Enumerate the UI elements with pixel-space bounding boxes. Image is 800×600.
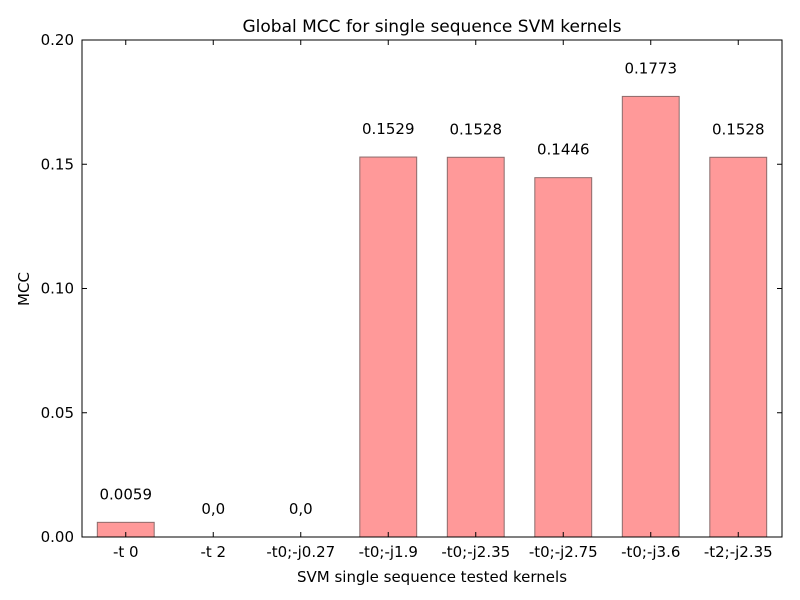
x-tick-label: -t0;-j2.75 <box>529 543 598 561</box>
y-axis: 0.00 0.05 0.10 0.15 0.20 <box>41 31 782 546</box>
x-tick-label: -t0;-j1.9 <box>359 543 418 561</box>
x-tick-label: -t 0 <box>113 543 139 561</box>
data-label: 0,0 <box>289 500 313 518</box>
bar <box>359 156 418 538</box>
x-tick-label: -t2;-j2.35 <box>704 543 773 561</box>
bar <box>534 177 593 538</box>
y-tick-label: 0.15 <box>41 155 74 173</box>
bar <box>621 95 680 538</box>
y-axis-label: MCC <box>15 272 33 306</box>
data-label: 0.1528 <box>450 120 503 138</box>
data-label: 0.1529 <box>362 120 415 138</box>
x-tick-label: -t 2 <box>200 543 226 561</box>
bar <box>709 156 768 538</box>
x-tick-label: -t0;-j2.35 <box>441 543 510 561</box>
data-label: 0.0059 <box>100 485 153 503</box>
y-tick-label: 0.05 <box>41 404 74 422</box>
data-label: 0.1773 <box>625 59 678 77</box>
data-label: 0.1446 <box>537 141 590 159</box>
x-axis: -t 0 -t 2 -t0;-j0.27 -t0;-j1.9 -t0;-j2.35 -t0… <box>113 40 773 561</box>
data-label: 0.1528 <box>712 120 765 138</box>
x-axis-label: SVM single sequence tested kernels <box>297 568 567 586</box>
data-label: 0,0 <box>201 500 225 518</box>
chart-title: Global MCC for single sequence SVM kerne… <box>243 17 622 37</box>
y-tick-label: 0.20 <box>41 31 74 49</box>
x-tick-label: -t0;-j3.6 <box>621 543 680 561</box>
x-tick-label: -t0;-j0.27 <box>266 543 335 561</box>
bar <box>446 156 505 538</box>
y-tick-label: 0.00 <box>41 528 74 546</box>
y-tick-label: 0.10 <box>41 280 74 298</box>
bars-group <box>96 95 768 538</box>
data-labels-group: 0.0059 0,0 0,0 0.1529 0.1528 0.1446 0.1773 0.15… <box>100 59 765 518</box>
